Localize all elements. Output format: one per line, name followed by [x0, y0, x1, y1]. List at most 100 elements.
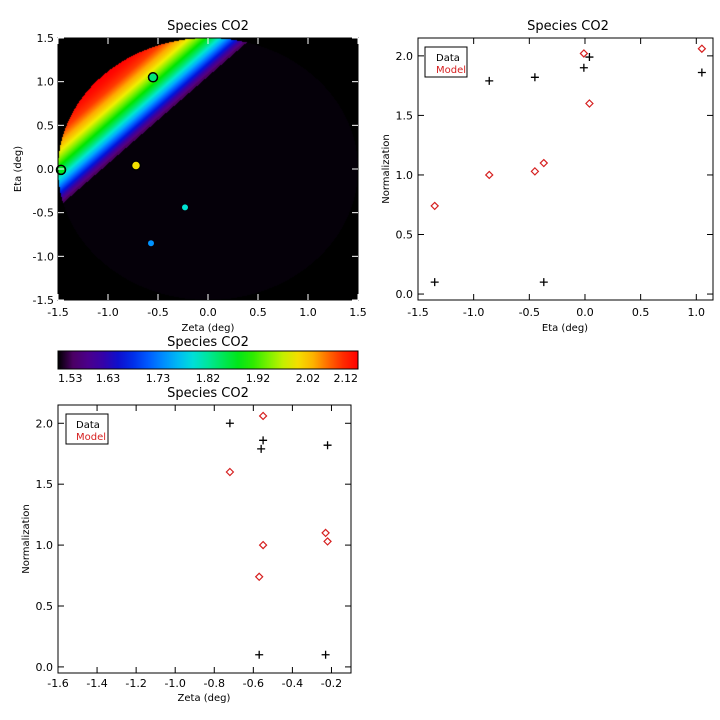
zeta-legend-model: Model	[76, 432, 106, 443]
eta-model-point	[579, 49, 589, 58]
map-ytick-label: -1.0	[33, 250, 54, 263]
eta-data-point	[585, 53, 594, 62]
colorbar-strip	[57, 350, 359, 370]
zeta-legend-data: Data	[76, 420, 100, 431]
zeta-ytick-label: 2.0	[36, 417, 54, 430]
colorbar-tick-label: 2.02	[296, 372, 321, 385]
map-ytick-label: -1.5	[33, 294, 54, 307]
zeta-xtick-label: -0.4	[282, 677, 303, 690]
eta-data-point	[485, 76, 494, 85]
eta-panel: Species CO2 -1.5 -1.0 -0.5 0.0 0.5 1.0 0.0 0.5…	[381, 19, 714, 334]
eta-xtick-label: -1.5	[407, 306, 428, 319]
zeta-ytick-label: 0.5	[36, 600, 54, 613]
eta-title: Species CO2	[527, 19, 609, 34]
map-ytick-label: 0.5	[37, 119, 55, 132]
map-point	[182, 204, 188, 211]
map-point	[130, 160, 142, 171]
eta-xticks: -1.5 -1.0 -0.5 0.0 0.5 1.0	[407, 38, 705, 319]
zeta-yticks: 0.0 0.5 1.0 1.5 2.0	[36, 417, 351, 674]
eta-legend-box	[424, 46, 468, 78]
eta-model-point	[697, 44, 707, 54]
map-xtick-label: -1.0	[97, 306, 118, 319]
zeta-data-point	[321, 650, 330, 659]
eta-yticks: 0.0 0.5 1.0 1.5 2.0	[396, 50, 713, 301]
eta-xtick-label: -1.0	[463, 306, 484, 319]
eta-xtick-label: 0.0	[576, 306, 594, 319]
eta-data-point	[697, 68, 706, 77]
map-title: Species CO2	[167, 19, 249, 34]
eta-model-point	[539, 158, 549, 168]
zeta-ytick-label: 1.5	[36, 478, 54, 491]
colorbar-tick-label: 1.63	[96, 372, 121, 385]
eta-frame	[417, 37, 714, 301]
map-point	[147, 72, 159, 83]
map-xtick-label: 1.0	[299, 306, 317, 319]
eta-model-point	[430, 201, 440, 211]
map-image	[58, 38, 358, 300]
zeta-xticks: -1.6 -1.4 -1.2 -1.0 -0.8 -0.6 -0.4 -0.2	[47, 405, 342, 690]
zeta-ytick-label: 0.0	[36, 661, 54, 674]
colorbar-title: Species CO2	[167, 335, 249, 350]
eta-ytick-label: 1.0	[396, 169, 414, 182]
zeta-title: Species CO2	[167, 386, 249, 401]
eta-model-point	[530, 167, 540, 176]
map-ytick-label: -0.5	[33, 207, 54, 220]
zeta-model-point	[321, 528, 330, 538]
map-xlabel: Zeta (deg)	[182, 323, 235, 334]
zeta-ylabel: Normalization	[21, 504, 32, 574]
colorbar-tick-label: 2.12	[334, 372, 359, 385]
zeta-xtick-label: -1.0	[164, 677, 185, 690]
colorbar-tick-label: 1.73	[146, 372, 171, 385]
eta-ytick-label: 0.0	[396, 288, 414, 301]
eta-xlabel: Eta (deg)	[542, 323, 588, 334]
colorbar-tick-label: 1.53	[58, 372, 83, 385]
eta-data-point	[430, 278, 439, 287]
map-ytick-label: 0.0	[37, 163, 55, 176]
map-panel: Species CO2 -1.5 -1.0 -0.5 0.0 0.5 1.0 1.5 -1.…	[13, 19, 367, 334]
eta-model-point	[585, 99, 594, 108]
eta-data-point	[539, 278, 548, 287]
eta-ytick-label: 0.5	[396, 229, 414, 242]
map-point	[55, 164, 67, 176]
zeta-data-point	[255, 650, 264, 659]
zeta-model-point	[225, 467, 235, 477]
zeta-xtick-label: -1.2	[125, 677, 146, 690]
map-xtick-label: 0.5	[249, 306, 267, 319]
eta-data-point	[579, 63, 588, 72]
eta-points	[430, 44, 707, 287]
eta-ylabel: Normalization	[381, 134, 392, 204]
zeta-xtick-label: -0.2	[321, 677, 342, 690]
eta-xtick-label: -0.5	[519, 306, 540, 319]
map-xticks: -1.5 -1.0 -0.5 0.0 0.5 1.0 1.5	[47, 38, 367, 319]
map-ytick-label: 1.0	[37, 76, 55, 89]
colorbar-tick-label: 1.82	[196, 372, 221, 385]
eta-xtick-label: 0.5	[632, 306, 650, 319]
map-xtick-label: 0.0	[199, 306, 217, 319]
map-point	[148, 240, 154, 247]
colorbar-tick-label: 1.92	[246, 372, 271, 385]
colorbar-panel: Species CO2 1.53 1.63 1.73 1.82 1.92 2.02 2.12	[57, 335, 359, 385]
eta-model-point	[484, 170, 494, 180]
zeta-model-point	[323, 537, 332, 546]
eta-xtick-label: 1.0	[688, 306, 706, 319]
map-points	[55, 72, 188, 247]
zeta-ytick-label: 1.0	[36, 539, 54, 552]
colorbar-ticks: 1.53 1.63 1.73 1.82 1.92 2.02 2.12	[58, 372, 358, 385]
map-xtick-label: -0.5	[147, 306, 168, 319]
zeta-xtick-label: -1.6	[47, 677, 68, 690]
zeta-xlabel: Zeta (deg)	[178, 693, 231, 704]
map-xtick-label: -1.5	[47, 306, 68, 319]
zeta-data-point	[259, 436, 268, 445]
zeta-model-point	[258, 540, 268, 550]
zeta-points	[79, 411, 332, 659]
zeta-xtick-label: -0.8	[204, 677, 225, 690]
zeta-data-point	[323, 441, 332, 450]
zeta-frame	[57, 404, 352, 674]
zeta-legend-box	[65, 413, 109, 445]
zeta-data-point	[225, 419, 234, 428]
map-ylabel: Eta (deg)	[13, 146, 24, 192]
zeta-model-point	[254, 572, 264, 582]
zeta-xtick-label: -1.4	[86, 677, 107, 690]
zeta-legend: Data Model	[65, 413, 109, 445]
